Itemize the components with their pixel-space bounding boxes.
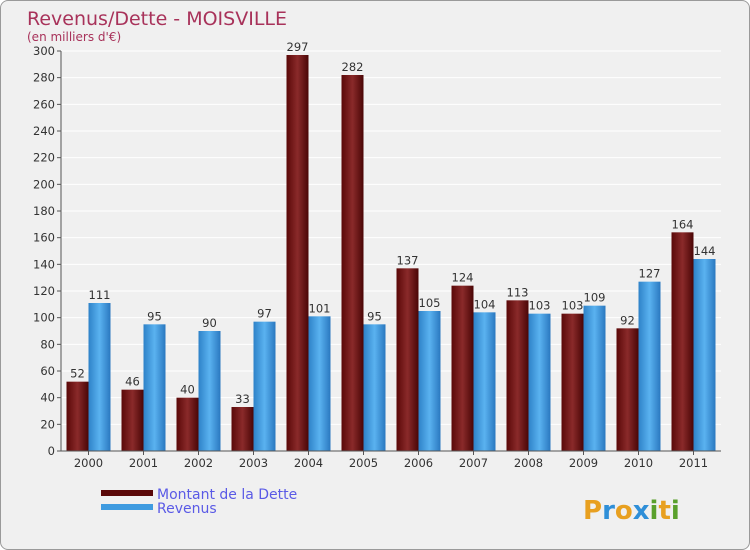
bar-revenue-2001 bbox=[143, 324, 166, 451]
logo-letter: t bbox=[658, 496, 670, 526]
bar-revenue-2004 bbox=[308, 316, 331, 451]
y-tick-label: 200 bbox=[33, 177, 55, 191]
logo-text: Proxiti bbox=[583, 496, 680, 526]
y-tick-label: 60 bbox=[40, 364, 55, 378]
data-label-debt-2000: 52 bbox=[70, 367, 85, 381]
bar-revenue-2006 bbox=[418, 311, 441, 451]
data-label-debt-2007: 124 bbox=[452, 271, 474, 285]
bar-revenue-2002 bbox=[198, 331, 221, 451]
data-label-revenue-2002: 90 bbox=[202, 316, 217, 330]
data-label-revenue-2003: 97 bbox=[257, 307, 272, 321]
x-tick-label: 2006 bbox=[404, 456, 433, 470]
data-label-revenue-2005: 95 bbox=[367, 309, 382, 323]
bar-revenue-2007 bbox=[473, 312, 496, 451]
x-tick-label: 2001 bbox=[129, 456, 158, 470]
bar-revenue-2008 bbox=[528, 313, 551, 451]
bar-debt-2011 bbox=[671, 232, 694, 451]
data-label-revenue-2001: 95 bbox=[147, 309, 162, 323]
logo-letter: o bbox=[615, 496, 633, 526]
y-tick-label: 220 bbox=[33, 151, 55, 165]
y-tick-label: 80 bbox=[40, 337, 55, 351]
data-label-debt-2010: 92 bbox=[620, 313, 635, 327]
bar-revenue-2005 bbox=[363, 324, 386, 451]
logo-letter: i bbox=[671, 496, 680, 526]
bar-debt-2006 bbox=[396, 268, 419, 451]
x-tick-label: 2011 bbox=[679, 456, 708, 470]
x-tick-label: 2010 bbox=[624, 456, 653, 470]
x-tick-label: 2004 bbox=[294, 456, 323, 470]
data-label-debt-2004: 297 bbox=[287, 40, 309, 54]
x-tick-label: 2000 bbox=[74, 456, 103, 470]
bar-debt-2000 bbox=[66, 381, 89, 451]
bar-debt-2001 bbox=[121, 389, 144, 451]
x-tick-label: 2009 bbox=[569, 456, 598, 470]
chart-subtitle: (en milliers d'€) bbox=[27, 30, 121, 44]
bar-revenue-2011 bbox=[693, 259, 716, 451]
y-tick-label: 0 bbox=[48, 444, 55, 458]
y-tick-label: 120 bbox=[33, 284, 55, 298]
data-label-debt-2008: 113 bbox=[507, 285, 529, 299]
logo-letter: x bbox=[633, 496, 650, 526]
logo-letter: i bbox=[650, 496, 659, 526]
y-tick-label: 20 bbox=[40, 417, 55, 431]
y-tick-label: 100 bbox=[33, 311, 55, 325]
data-label-debt-2003: 33 bbox=[235, 392, 250, 406]
y-tick-label: 40 bbox=[40, 391, 55, 405]
data-label-revenue-2010: 127 bbox=[639, 267, 661, 281]
x-tick-label: 2005 bbox=[349, 456, 378, 470]
y-tick-label: 240 bbox=[33, 124, 55, 138]
y-tick-label: 260 bbox=[33, 97, 55, 111]
x-tick-label: 2008 bbox=[514, 456, 543, 470]
proxiti-logo: Proxiti bbox=[583, 496, 680, 526]
logo-letter: P bbox=[583, 496, 602, 526]
data-label-debt-2005: 282 bbox=[342, 60, 364, 74]
data-label-debt-2009: 103 bbox=[562, 299, 584, 313]
chart-title: Revenus/Dette - MOISVILLE bbox=[27, 8, 287, 30]
data-label-revenue-2000: 111 bbox=[89, 288, 111, 302]
bar-debt-2009 bbox=[561, 313, 584, 451]
y-tick-label: 140 bbox=[33, 257, 55, 271]
bar-revenue-2003 bbox=[253, 321, 276, 451]
legend-swatch-debt bbox=[101, 490, 153, 496]
data-label-revenue-2006: 105 bbox=[419, 296, 441, 310]
bar-revenue-2010 bbox=[638, 281, 661, 451]
bar-debt-2008 bbox=[506, 300, 529, 451]
legend-label-debt: Montant de la Dette bbox=[157, 487, 297, 503]
gridlines bbox=[61, 50, 721, 452]
y-tick-label: 160 bbox=[33, 231, 55, 245]
data-label-revenue-2008: 103 bbox=[529, 299, 551, 313]
x-tick-label: 2003 bbox=[239, 456, 268, 470]
bar-debt-2004 bbox=[286, 55, 309, 451]
bar-debt-2010 bbox=[616, 328, 639, 451]
bar-debt-2005 bbox=[341, 75, 364, 451]
legend-swatch-revenue bbox=[101, 504, 153, 510]
data-label-debt-2011: 164 bbox=[672, 217, 694, 231]
data-label-debt-2002: 40 bbox=[180, 383, 195, 397]
data-label-revenue-2004: 101 bbox=[309, 301, 331, 315]
y-tick-label: 280 bbox=[33, 71, 55, 85]
bar-revenue-2009 bbox=[583, 305, 606, 451]
data-label-revenue-2011: 144 bbox=[694, 244, 716, 258]
bar-revenue-2000 bbox=[88, 303, 111, 451]
data-label-revenue-2007: 104 bbox=[474, 297, 496, 311]
logo-letter: r bbox=[602, 496, 615, 526]
x-tick-label: 2002 bbox=[184, 456, 213, 470]
bar-debt-2007 bbox=[451, 285, 474, 451]
data-label-revenue-2009: 109 bbox=[584, 291, 606, 305]
bar-debt-2002 bbox=[176, 397, 199, 451]
y-tick-label: 180 bbox=[33, 204, 55, 218]
legend-label-revenue: Revenus bbox=[157, 501, 217, 517]
data-label-debt-2006: 137 bbox=[397, 253, 419, 267]
bar-debt-2003 bbox=[231, 407, 254, 451]
axes: 0 20 40 60 80 100 120 140 160 180 200 220 240 260 280 3… bbox=[33, 44, 721, 470]
y-tick-label: 300 bbox=[33, 44, 55, 58]
data-label-debt-2001: 46 bbox=[125, 375, 140, 389]
x-tick-label: 2007 bbox=[459, 456, 488, 470]
bars: 52 111 46 95 40 90 33 97 297 101 282 95 137 105 124104… bbox=[66, 40, 716, 451]
